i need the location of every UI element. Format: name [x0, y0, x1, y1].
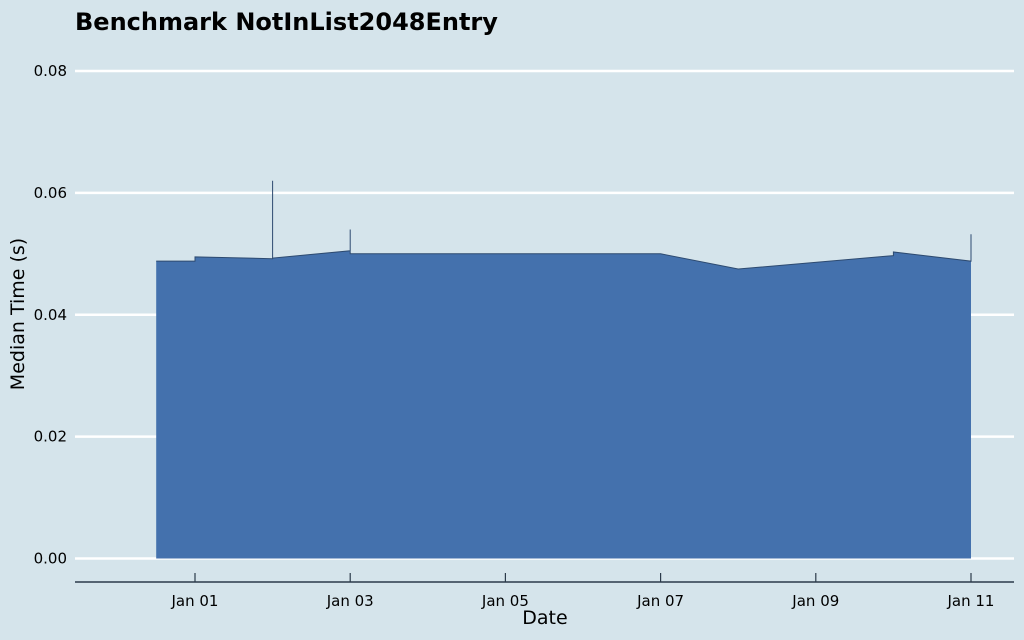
x-tick-label: Jan 07: [636, 592, 684, 610]
x-tick-label: Jan 03: [326, 592, 374, 610]
x-tick-label: Jan 05: [481, 592, 529, 610]
y-tick-label: 0.06: [34, 184, 67, 202]
y-tick-label: 0.04: [34, 306, 67, 324]
x-tick-label: Jan 11: [947, 592, 995, 610]
y-tick-label: 0.08: [34, 62, 67, 80]
y-tick-label: 0.00: [34, 550, 67, 568]
y-axis-label: Median Time (s): [7, 238, 29, 390]
area-layer: [156, 180, 972, 559]
x-tick-label: Jan 01: [171, 592, 219, 610]
x-tick-labels: Jan 01 Jan 03 Jan 05 Jan 07 Jan 09 Jan 11: [171, 592, 995, 610]
x-tick-label: Jan 09: [791, 592, 839, 610]
series-line: [156, 180, 972, 270]
series-area: [156, 180, 971, 559]
y-tick-label: 0.02: [34, 428, 67, 446]
x-axis-label: Date: [522, 607, 567, 629]
chart-title: Benchmark NotInList2048Entry: [75, 8, 498, 36]
axis-layer: [75, 573, 1014, 583]
y-tick-labels: 0.00 0.02 0.04 0.06 0.08: [34, 62, 67, 568]
